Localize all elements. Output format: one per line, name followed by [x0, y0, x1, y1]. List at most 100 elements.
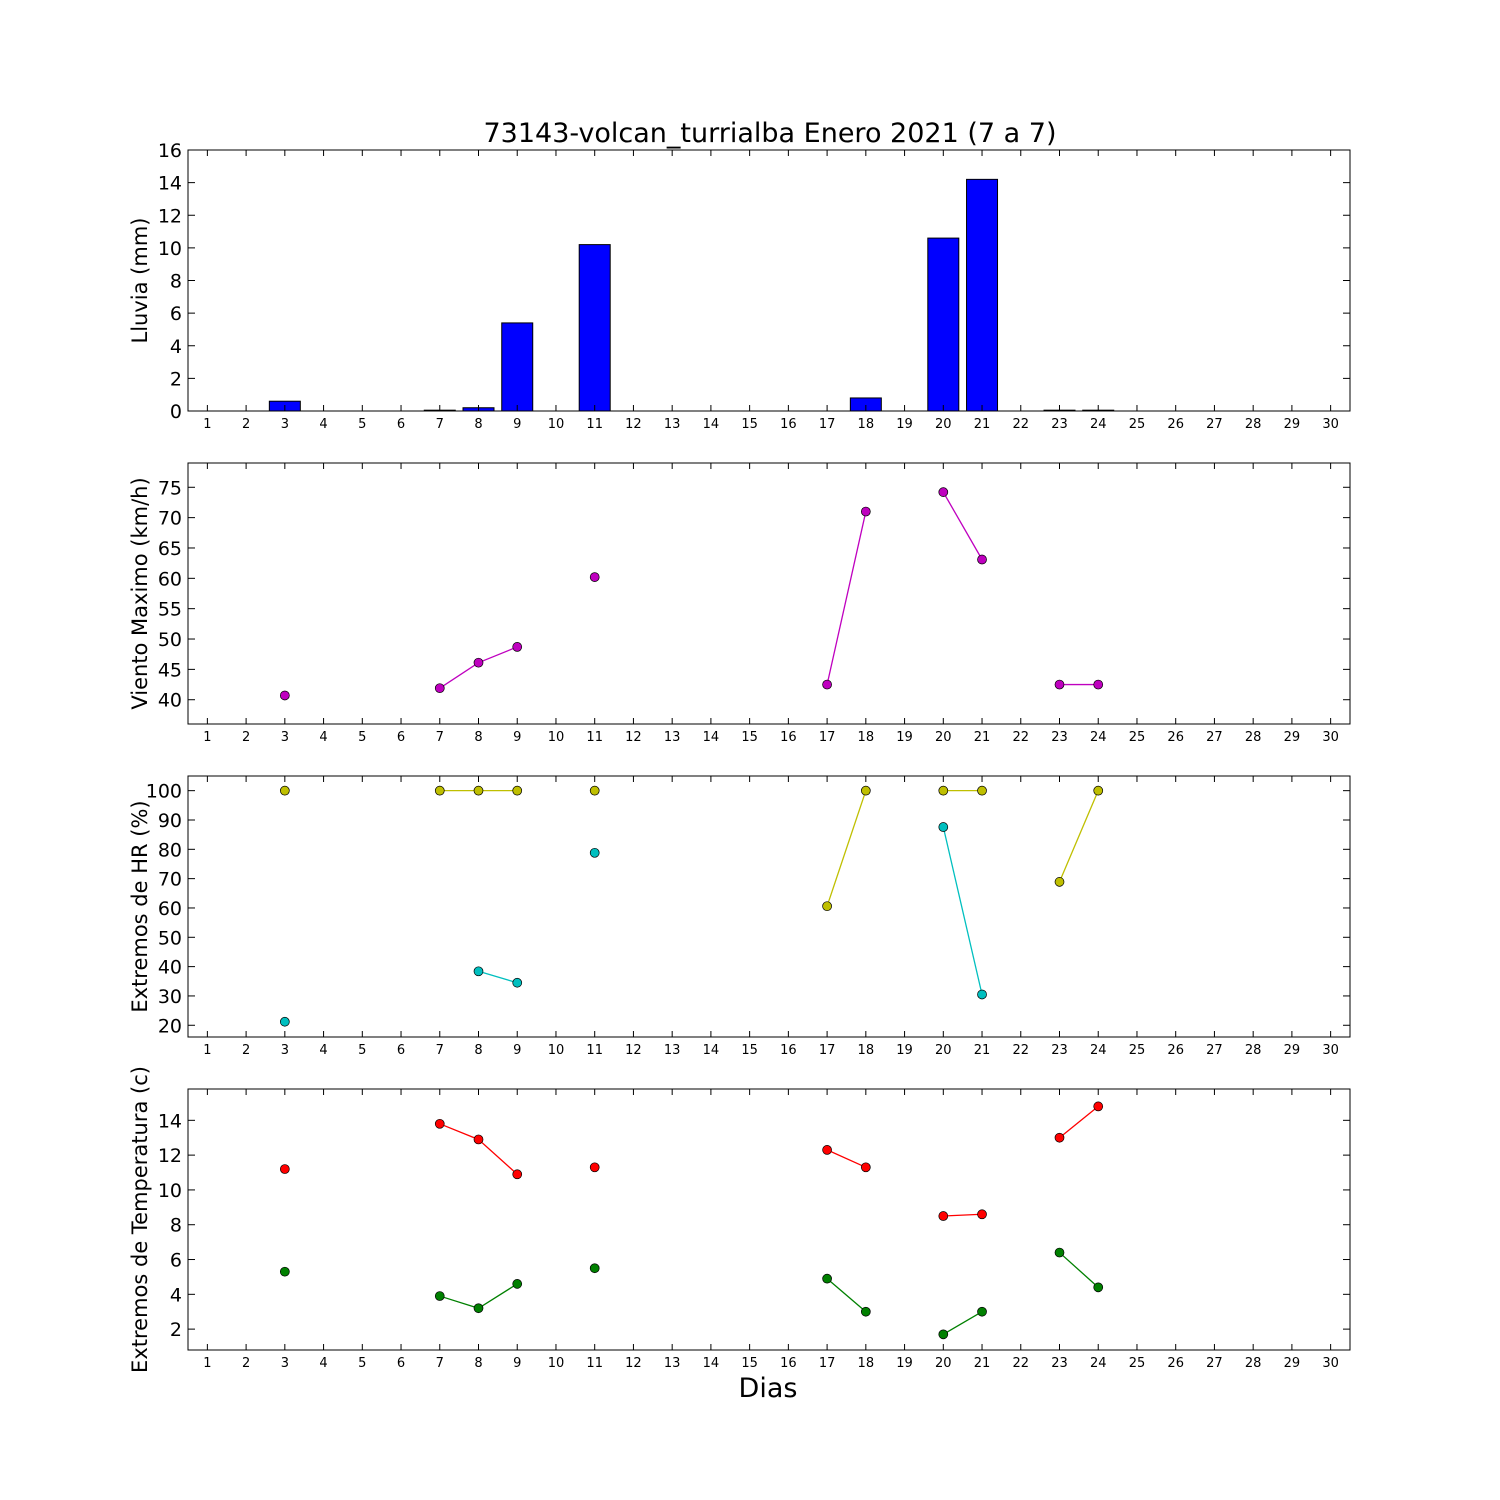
viento-series-0-point-day-17: [822, 679, 832, 690]
viento-xtick-label-12: 12: [625, 730, 642, 745]
hr-series-0-point-day-7: [434, 785, 445, 796]
temperatura-xtick-label-1: 1: [203, 1356, 211, 1371]
hr-xtick-label-20: 20: [935, 1043, 952, 1058]
temperatura-xtick-label-6: 6: [397, 1356, 405, 1371]
viento-ytick-label-70: 70: [158, 508, 182, 530]
temperatura-ytick-label-14: 14: [158, 1110, 182, 1132]
viento-xtick-label-13: 13: [664, 730, 681, 745]
lluvia-xtick-label-2: 2: [242, 417, 250, 432]
temperatura-series-0-point-day-9: [512, 1169, 523, 1180]
temperatura-xtick-label-2: 2: [242, 1356, 250, 1371]
lluvia-xtick-label-27: 27: [1206, 417, 1223, 432]
lluvia-xtick-label-29: 29: [1284, 417, 1301, 432]
hr-series-0-point-day-17: [822, 901, 832, 912]
x-axis-label: Dias: [739, 1373, 798, 1404]
lluvia-xtick-label-15: 15: [741, 417, 758, 432]
hr-ytick-label-80: 80: [158, 839, 182, 861]
figure-title: 73143-volcan_turrialba Enero 2021 (7 a 7…: [484, 118, 1057, 149]
viento-xtick-label-8: 8: [474, 730, 482, 745]
temperatura-series-1-point-day-11: [589, 1263, 600, 1274]
viento-xtick-label-17: 17: [819, 730, 836, 745]
temperatura-series-0-point-day-3: [279, 1164, 290, 1174]
lluvia-xtick-label-24: 24: [1090, 417, 1107, 432]
viento-xtick-label-30: 30: [1322, 730, 1339, 745]
temperatura-series-1-point-day-8: [473, 1303, 484, 1314]
lluvia-xtick-label-7: 7: [436, 417, 444, 432]
viento-ytick-label-60: 60: [158, 568, 182, 590]
lluvia-xtick-label-11: 11: [586, 417, 603, 432]
viento-xtick-label-28: 28: [1245, 730, 1262, 745]
temperatura-series-1-point-day-21: [977, 1306, 987, 1317]
hr-series-0-point-day-18: [860, 785, 871, 796]
temperatura-xtick-label-16: 16: [780, 1356, 797, 1371]
lluvia-bar-day-9: [501, 322, 534, 412]
temperatura-xtick-label-9: 9: [513, 1356, 521, 1371]
hr-series-1-line-1: [478, 970, 518, 984]
temperatura-axes-frame: [187, 1088, 1351, 1351]
lluvia-xtick-label-23: 23: [1051, 417, 1068, 432]
temperatura-xtick-label-11: 11: [586, 1356, 603, 1371]
temperatura-xtick-label-22: 22: [1012, 1356, 1029, 1371]
viento-xtick-label-24: 24: [1090, 730, 1107, 745]
temperatura-xtick-label-23: 23: [1051, 1356, 1068, 1371]
temperatura-xtick-label-3: 3: [281, 1356, 289, 1371]
hr-xtick-label-5: 5: [358, 1043, 366, 1058]
lluvia-xtick-label-18: 18: [858, 417, 875, 432]
temperatura-series-1-point-day-17: [822, 1273, 832, 1284]
lluvia-xtick-label-20: 20: [935, 417, 952, 432]
hr-series-0-point-day-21: [977, 785, 987, 796]
hr-xtick-label-14: 14: [703, 1043, 720, 1058]
viento-series-0-point-day-7: [434, 683, 445, 694]
lluvia-xtick-label-3: 3: [281, 417, 289, 432]
viento-ytick-label-55: 55: [158, 599, 182, 621]
lluvia-y-axis-label: Lluvia (mm): [128, 218, 152, 344]
temperatura-series-1-point-day-20: [938, 1329, 949, 1340]
hr-series-1-line-3: [942, 826, 983, 995]
hr-series-1-point-day-8: [473, 966, 484, 977]
hr-ytick-label-90: 90: [158, 810, 182, 832]
hr-xtick-label-13: 13: [664, 1043, 681, 1058]
viento-ytick-label-45: 45: [158, 659, 182, 681]
hr-xtick-label-12: 12: [625, 1043, 642, 1058]
hr-subplot: 1 2 3 4 5 6 7 8 9 10 11 12 13 14 15 16 17 18 19 20 21 22 23 24 2…: [128, 775, 1351, 1058]
temperatura-ytick-label-2: 2: [170, 1319, 182, 1341]
temperatura-xtick-label-7: 7: [436, 1356, 444, 1371]
hr-series-0-point-day-23: [1054, 877, 1065, 887]
lluvia-xtick-label-4: 4: [319, 417, 327, 432]
viento-xtick-label-18: 18: [858, 730, 875, 745]
hr-series-0-point-day-20: [938, 785, 949, 796]
viento-xtick-label-25: 25: [1129, 730, 1146, 745]
hr-xtick-label-1: 1: [203, 1043, 211, 1058]
hr-xtick-label-8: 8: [474, 1043, 482, 1058]
lluvia-xtick-label-8: 8: [474, 417, 482, 432]
temperatura-y-axis-label: Extremos de Temperatura (c): [128, 1066, 152, 1373]
hr-xtick-label-15: 15: [741, 1043, 758, 1058]
temperatura-subplot: 1 2 3 4 5 6 7 8 9 10 11 12 13 14 15 16 17 18 19 20 21 22 23 24 2…: [128, 1066, 1351, 1373]
lluvia-ytick-label-6: 6: [170, 303, 182, 325]
temperatura-xtick-label-12: 12: [625, 1356, 642, 1371]
lluvia-xtick-label-25: 25: [1129, 417, 1146, 432]
viento-xtick-label-11: 11: [586, 730, 603, 745]
lluvia-ytick-label-10: 10: [158, 238, 182, 260]
lluvia-xtick-label-28: 28: [1245, 417, 1262, 432]
viento-series-0-point-day-24: [1093, 679, 1104, 690]
temperatura-series-1-point-day-23: [1054, 1247, 1065, 1258]
viento-xtick-label-2: 2: [242, 730, 250, 745]
viento-series-0-point-day-8: [473, 657, 484, 668]
hr-series-1-point-day-9: [512, 977, 523, 988]
hr-series-0-point-day-24: [1093, 785, 1104, 796]
temperatura-ytick-label-12: 12: [158, 1145, 182, 1167]
viento-series-0-line-4: [942, 491, 983, 560]
temperatura-ytick-label-6: 6: [170, 1250, 182, 1272]
hr-xtick-label-22: 22: [1012, 1043, 1029, 1058]
temperatura-xtick-label-28: 28: [1245, 1356, 1262, 1371]
hr-xtick-label-24: 24: [1090, 1043, 1107, 1058]
lluvia-bar-day-11: [578, 244, 611, 412]
temperatura-series-0-line-4: [943, 1213, 983, 1217]
hr-xtick-label-11: 11: [586, 1043, 603, 1058]
temperatura-series-0-point-day-17: [822, 1145, 832, 1155]
hr-xtick-label-2: 2: [242, 1043, 250, 1058]
lluvia-xtick-label-16: 16: [780, 417, 797, 432]
temperatura-xtick-label-18: 18: [858, 1356, 875, 1371]
lluvia-xtick-label-13: 13: [664, 417, 681, 432]
